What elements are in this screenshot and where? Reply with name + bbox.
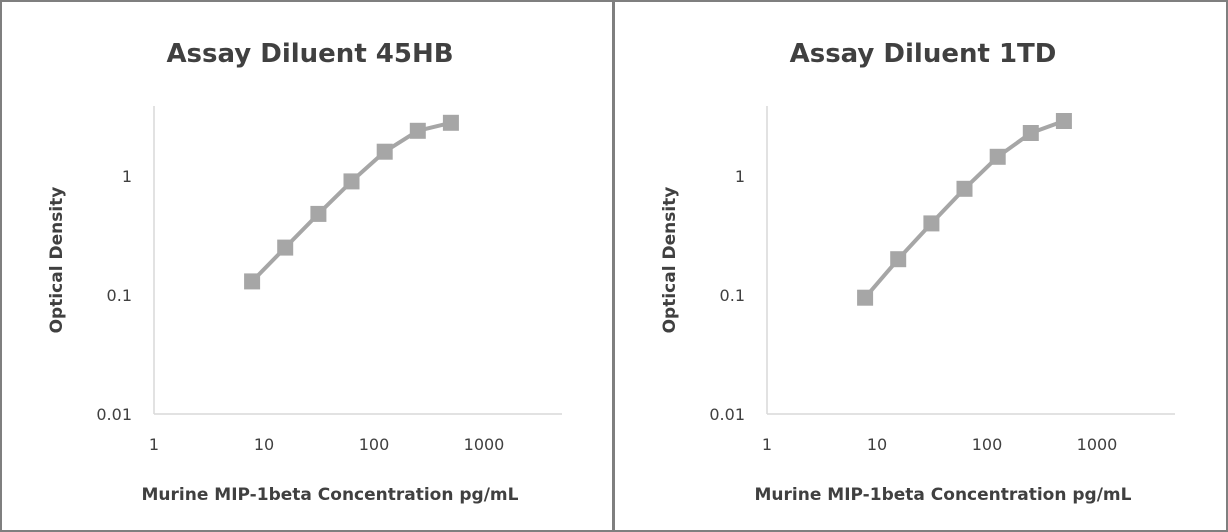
x-tick-label: 10 <box>867 435 887 454</box>
y-tick-label: 1 <box>735 167 745 186</box>
data-point-marker <box>890 251 907 268</box>
x-tick-label: 100 <box>972 435 1003 454</box>
data-point-marker <box>1022 125 1039 141</box>
data-point-marker <box>409 122 426 139</box>
y-tick-label: 0.1 <box>720 286 745 305</box>
data-point-marker <box>376 143 393 160</box>
data-point-marker <box>343 173 360 190</box>
y-tick-label: 0.1 <box>107 286 132 305</box>
data-point-marker <box>989 148 1006 165</box>
x-tick-label: 100 <box>359 435 390 454</box>
data-point-marker <box>956 180 973 197</box>
x-tick-label: 1000 <box>1077 435 1118 454</box>
y-axis-label: Optical Density <box>47 187 67 334</box>
data-point-marker <box>310 205 327 222</box>
data-point-marker <box>857 289 874 306</box>
x-tick-label: 1000 <box>464 435 505 454</box>
chart-1td: Assay Diluent 1TD 0.01 0.1 1 1 10 100 1000 Mur… <box>660 39 1175 505</box>
data-point-marker <box>277 239 294 256</box>
x-axis-label: Murine MIP-1beta Concentration pg/mL <box>755 485 1132 505</box>
chart-title: Assay Diluent 1TD <box>790 39 1057 69</box>
data-point-marker <box>923 215 940 232</box>
chart-45hb: Assay Diluent 45HB 0.01 0.1 1 1 10 100 1000 Mu… <box>47 39 562 505</box>
chart-title: Assay Diluent 45HB <box>166 39 453 69</box>
series-line <box>863 119 1065 300</box>
chart-panel-1td: Assay Diluent 1TD 0.01 0.1 1 1 10 100 1000 Mur… <box>613 0 1228 532</box>
x-axis-label: Murine MIP-1beta Concentration pg/mL <box>142 485 519 505</box>
data-point-marker <box>1055 113 1072 129</box>
chart-panel-45hb: Assay Diluent 45HB 0.01 0.1 1 1 10 100 1000 Mu… <box>0 0 614 532</box>
y-tick-label: 0.01 <box>96 405 132 424</box>
data-point-marker <box>442 114 459 131</box>
x-tick-label: 10 <box>254 435 274 454</box>
y-axis-label: Optical Density <box>660 187 680 334</box>
x-tick-label: 1 <box>762 435 772 454</box>
series-line <box>250 120 452 283</box>
data-point-marker <box>244 273 261 290</box>
y-tick-label: 1 <box>122 167 132 186</box>
x-tick-label: 1 <box>149 435 159 454</box>
y-tick-label: 0.01 <box>709 405 745 424</box>
